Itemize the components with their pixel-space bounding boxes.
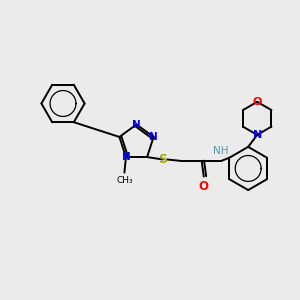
Text: CH₃: CH₃ bbox=[116, 176, 133, 185]
Text: S: S bbox=[158, 153, 167, 166]
Text: N: N bbox=[149, 132, 158, 142]
Text: N: N bbox=[122, 152, 130, 162]
Text: N: N bbox=[253, 130, 262, 140]
Text: O: O bbox=[199, 180, 209, 193]
Text: NH: NH bbox=[213, 146, 229, 156]
Text: N: N bbox=[132, 119, 141, 130]
Text: O: O bbox=[253, 97, 262, 107]
